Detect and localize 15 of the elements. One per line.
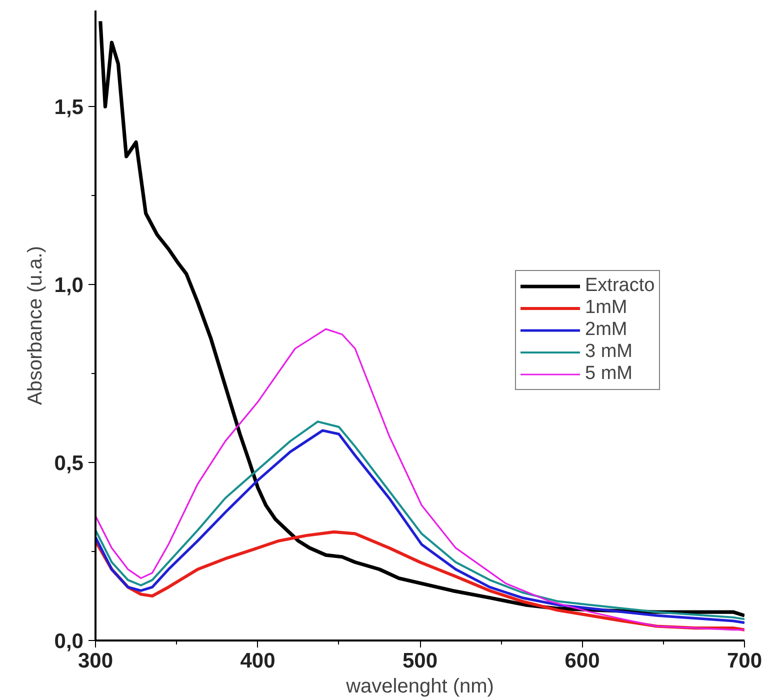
y-axis-title: Absorbance (u.a.) xyxy=(24,246,46,405)
legend-label: 5 mM xyxy=(585,363,632,385)
y-tick-label: 0,5 xyxy=(54,452,84,476)
x-tick-label: 500 xyxy=(402,650,438,672)
x-axis-title: wavelenght (nm) xyxy=(345,676,494,698)
x-tick-label: 700 xyxy=(726,650,762,672)
legend-label: Extracto xyxy=(585,275,655,297)
x-tick-label: 600 xyxy=(564,650,600,672)
y-tick-label: 1,5 xyxy=(54,96,84,120)
legend-label: 2mM xyxy=(585,319,628,341)
line-series xyxy=(98,19,744,618)
legend-label: 1mM xyxy=(585,297,628,319)
legend-label: 3 mM xyxy=(585,341,632,363)
x-tick-label: 400 xyxy=(240,650,276,672)
y-tick-label: 1,0 xyxy=(54,274,84,298)
